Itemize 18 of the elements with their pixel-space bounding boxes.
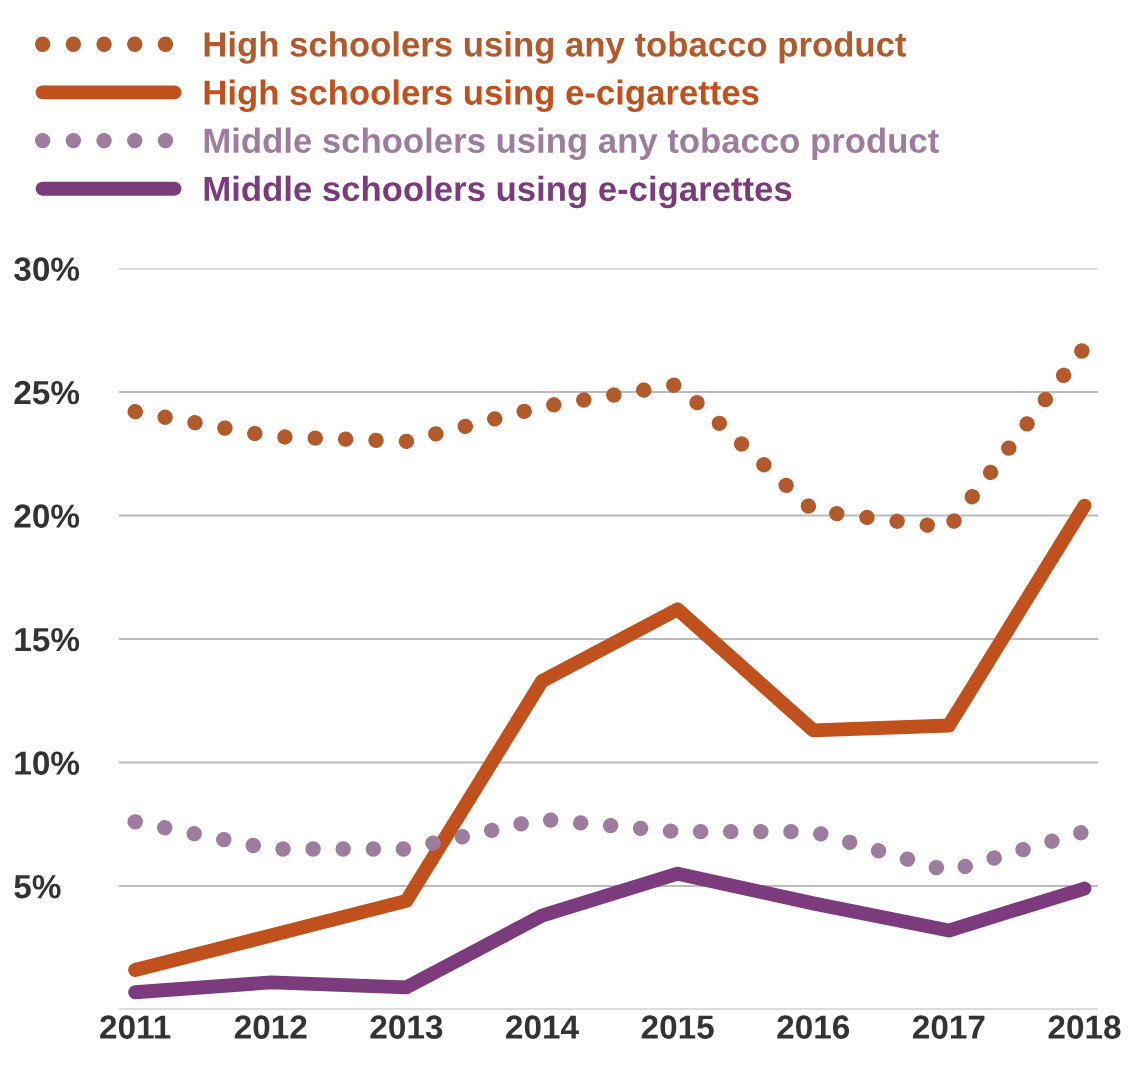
legend-label: High schoolers using any tobacco product xyxy=(204,31,907,64)
y-tick-label: 25% xyxy=(14,380,80,405)
legend-label: High schoolers using e-cigarettes xyxy=(204,79,759,112)
x-tick-label: 2016 xyxy=(777,1015,850,1039)
x-tick-label: 2011 xyxy=(100,1015,171,1039)
y-tick-label: 15% xyxy=(15,627,80,652)
x-tick-label: 2012 xyxy=(234,1015,307,1039)
legend-label: Middle schoolers using e-cigarettes xyxy=(204,175,792,209)
y-tick-label: 30% xyxy=(14,257,80,281)
x-tick-label: 2013 xyxy=(370,1015,443,1039)
x-tick-label: 2018 xyxy=(1048,1015,1121,1039)
y-tick-label: 5% xyxy=(14,874,61,899)
x-tick-label: 2015 xyxy=(641,1015,714,1039)
x-tick-label: 2014 xyxy=(506,1015,579,1039)
legend-label: Middle schoolers using any tobacco product xyxy=(204,127,939,161)
x-tick-label: 2017 xyxy=(912,1015,985,1039)
y-tick-label: 20% xyxy=(14,504,80,528)
y-tick-label: 10% xyxy=(15,751,80,775)
